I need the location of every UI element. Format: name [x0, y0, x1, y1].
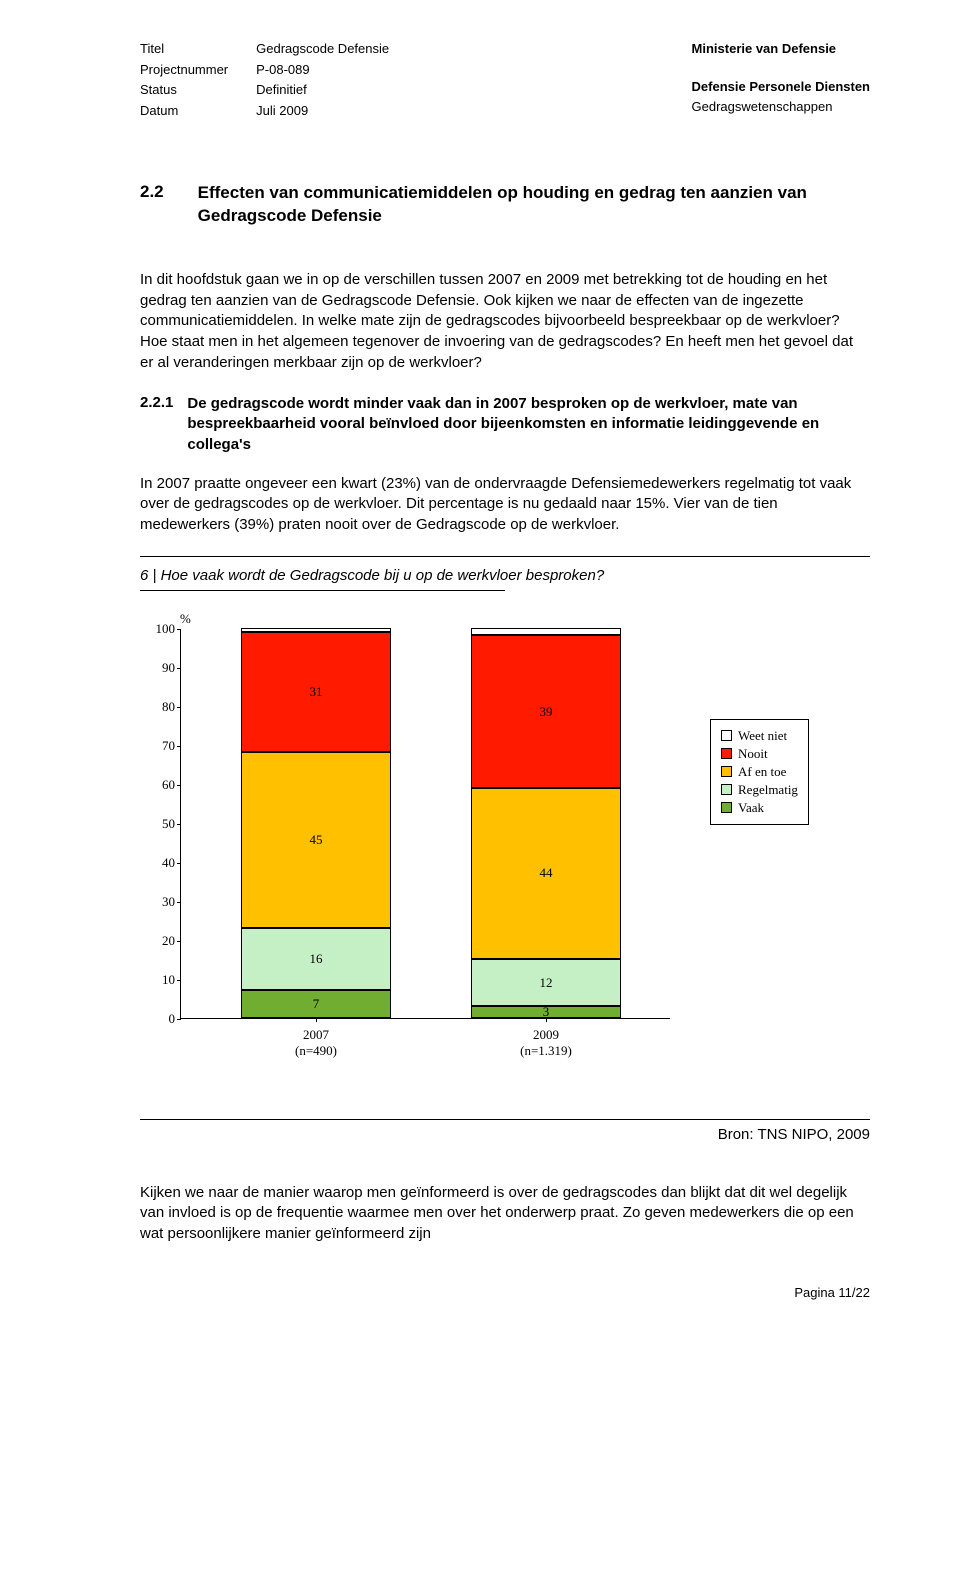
paragraph-3: Kijken we naar de manier waarop men geïn… [140, 1183, 870, 1245]
header-label-status: Status [140, 81, 228, 99]
bar-segment-af_en_toe: 45 [241, 752, 391, 928]
legend-label: Nooit [738, 746, 768, 762]
header-value-titel: Gedragscode Defensie [256, 40, 389, 58]
bar-segment-weet_niet [471, 628, 621, 636]
legend-label: Vaak [738, 800, 764, 816]
header-value-projectnummer: P-08-089 [256, 61, 389, 79]
paragraph-1: In dit hoofdstuk gaan we in op de versch… [140, 270, 870, 373]
header-label-titel: Titel [140, 40, 228, 58]
chart-caption: 6 | Hoe vaak wordt de Gedragscode bij u … [140, 567, 870, 584]
bar-segment-nooit: 39 [471, 635, 621, 787]
legend-label: Af en toe [738, 764, 786, 780]
legend-item: Regelmatig [721, 782, 798, 798]
bar-segment-nooit: 31 [241, 632, 391, 753]
x-axis-label: 2007(n=490) [241, 1027, 391, 1060]
header-value-datum: Juli 2009 [256, 102, 389, 120]
chart-source: Bron: TNS NIPO, 2009 [140, 1119, 870, 1143]
divider-top [140, 556, 870, 557]
section-heading: 2.2 Effecten van communicatiemiddelen op… [140, 182, 870, 228]
bar-segment-regelmatig: 16 [241, 928, 391, 990]
y-axis-label: % [180, 611, 191, 627]
header-label-projectnummer: Projectnummer [140, 61, 228, 79]
document-header: Titel Projectnummer Status Datum Gedrags… [140, 40, 870, 122]
paragraph-2: In 2007 praatte ongeveer een kwart (23%)… [140, 474, 870, 536]
chart-legend: Weet niet Nooit Af en toe Regelmatig Vaak [710, 719, 809, 825]
subsection-title: De gedragscode wordt minder vaak dan in … [187, 394, 870, 456]
header-ministerie: Ministerie van Defensie [692, 40, 870, 58]
section-title: Effecten van communicatiemiddelen op hou… [198, 182, 870, 228]
chart: % 010203040506070809010031451672007(n=49… [140, 609, 870, 1049]
page-number: Pagina 11/22 [140, 1285, 870, 1300]
legend-label: Weet niet [738, 728, 787, 744]
legend-label: Regelmatig [738, 782, 798, 798]
section-number: 2.2 [140, 182, 164, 228]
subsection-number: 2.2.1 [140, 394, 173, 456]
bar-segment-vaak: 3 [471, 1006, 621, 1018]
header-gw: Gedragswetenschappen [692, 98, 870, 116]
divider-caption [140, 590, 505, 591]
legend-swatch [721, 766, 732, 777]
legend-swatch [721, 748, 732, 759]
legend-item: Weet niet [721, 728, 798, 744]
legend-item: Nooit [721, 746, 798, 762]
bar-segment-af_en_toe: 44 [471, 788, 621, 960]
legend-swatch [721, 730, 732, 741]
x-axis-label: 2009(n=1.319) [471, 1027, 621, 1060]
subsection-heading: 2.2.1 De gedragscode wordt minder vaak d… [140, 394, 870, 456]
bar-column: 3145167 [241, 628, 391, 1018]
header-value-status: Definitief [256, 81, 389, 99]
bar-segment-regelmatig: 12 [471, 959, 621, 1006]
header-dpd: Defensie Personele Diensten [692, 78, 870, 96]
bar-column: 3944123 [471, 628, 621, 1018]
legend-item: Af en toe [721, 764, 798, 780]
legend-swatch [721, 802, 732, 813]
header-label-datum: Datum [140, 102, 228, 120]
legend-item: Vaak [721, 800, 798, 816]
legend-swatch [721, 784, 732, 795]
chart-plot: % 010203040506070809010031451672007(n=49… [140, 609, 700, 1049]
bar-segment-vaak: 7 [241, 990, 391, 1017]
